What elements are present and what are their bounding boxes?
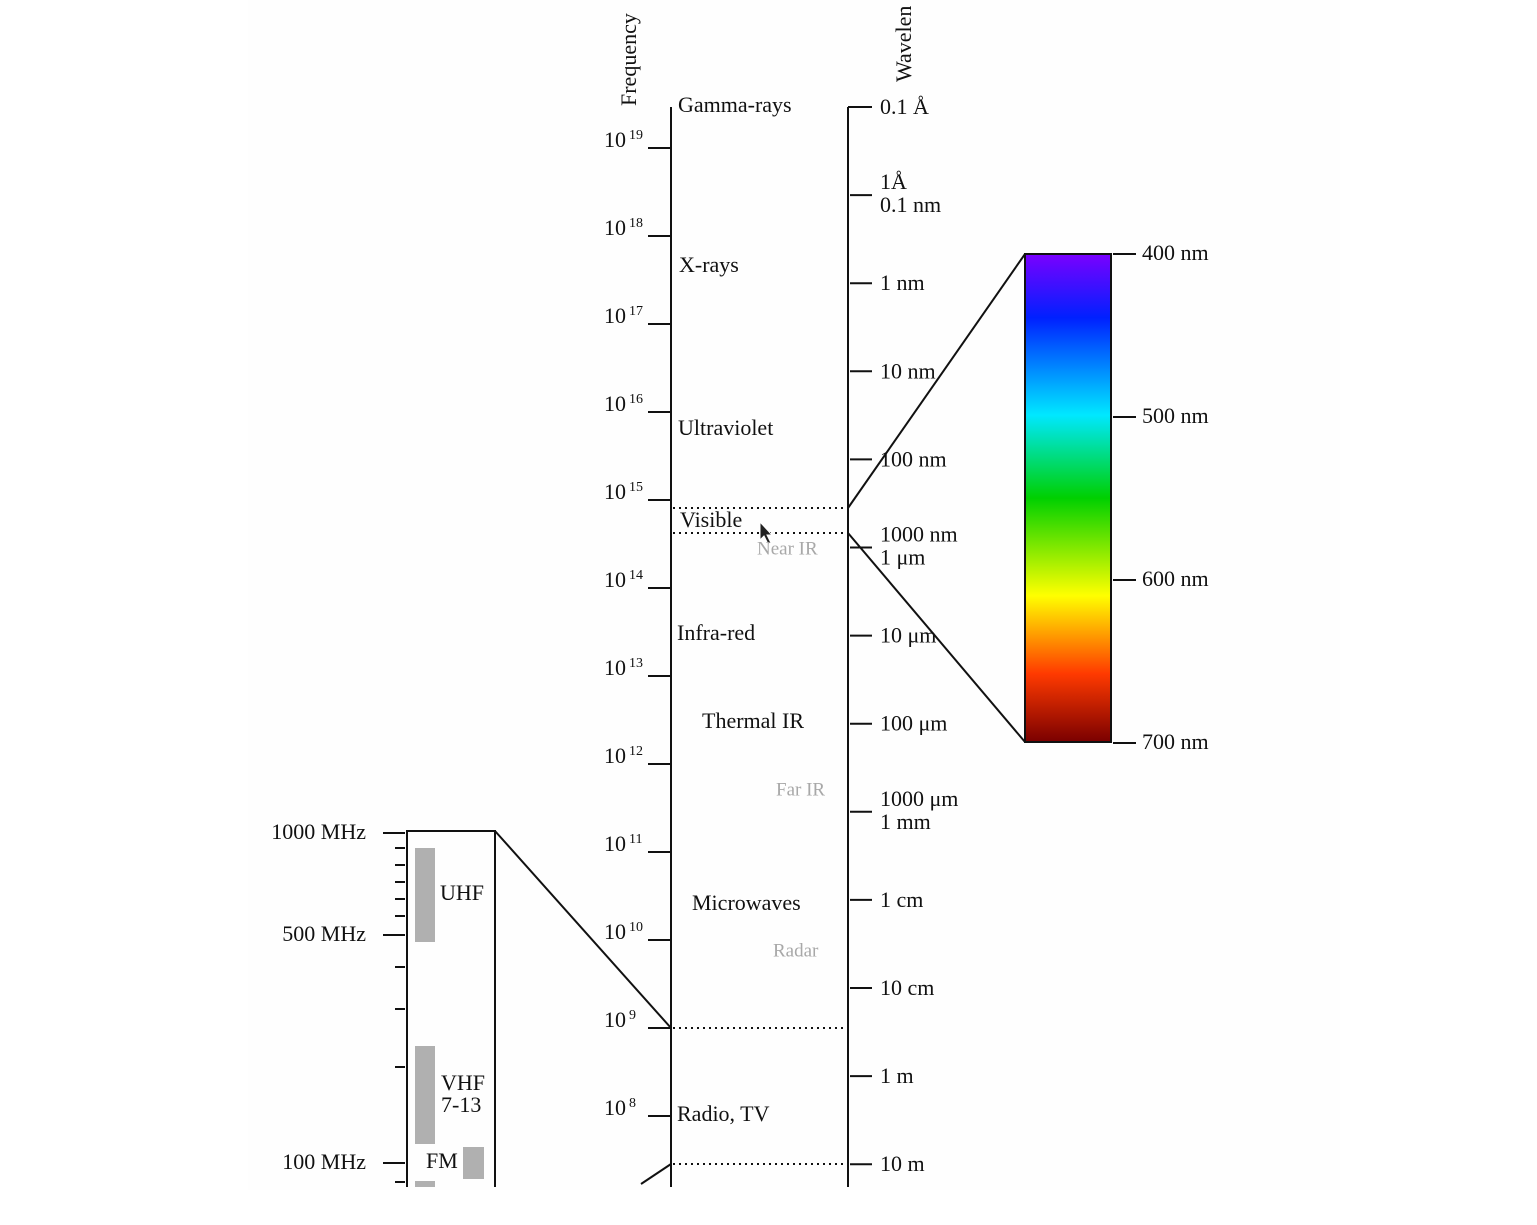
region-label: Ultraviolet [678, 415, 773, 440]
tick-exponent: 8 [629, 1096, 636, 1111]
tick-base: 10 [604, 831, 626, 856]
tick-exponent: 18 [629, 216, 643, 231]
subregion-label: Far IR [776, 779, 825, 800]
band-label: VHF [441, 1070, 485, 1095]
tick-label: 100 μm [880, 711, 947, 736]
zoom-line [847, 253, 1026, 509]
cursor [759, 520, 774, 545]
band-bar [415, 1181, 435, 1187]
tick-base: 10 [604, 215, 626, 240]
band-label: 7-13 [441, 1092, 481, 1117]
band-bar [463, 1147, 484, 1179]
tick-label: 1 m [880, 1063, 914, 1088]
tick-exponent: 10 [629, 920, 643, 935]
tick-label: 1 cm [880, 887, 923, 912]
region-label: Radio, TV [677, 1101, 770, 1126]
tick-base: 10 [604, 479, 626, 504]
region-label: Infra-red [677, 620, 755, 645]
tick-exponent: 19 [629, 128, 643, 143]
tick-label: 100 nm [880, 446, 947, 471]
tick-label: 700 nm [1142, 729, 1209, 754]
tick-base: 10 [604, 919, 626, 944]
radio-box [406, 830, 496, 1187]
band-bar [415, 1046, 435, 1144]
tick-base: 10 [604, 303, 626, 328]
tick-base: 10 [604, 127, 626, 152]
tick-exponent: 12 [629, 744, 643, 759]
background [248, 0, 1340, 1190]
subregion-label: Near IR [757, 538, 818, 559]
band-label: FM [426, 1148, 458, 1173]
band-label: UHF [440, 880, 484, 905]
tick-exponent: 9 [629, 1008, 636, 1023]
tick-base: 10 [604, 1095, 626, 1120]
tick-base: 10 [604, 743, 626, 768]
tick-label: 500 nm [1142, 403, 1209, 428]
tick-label: 0.1 Å [880, 94, 929, 119]
tick-label: 1 nm [880, 270, 925, 295]
tick-base: 10 [604, 567, 626, 592]
visible-spectrum [1024, 253, 1112, 743]
region-label: Thermal IR [702, 708, 804, 733]
tick-label: 1Å [880, 169, 907, 194]
axis-title: Frequency [616, 13, 641, 106]
zoom-line [847, 532, 1026, 743]
subregion-label: Radar [773, 940, 819, 961]
tick-exponent: 17 [629, 304, 643, 319]
zoom-line [640, 1163, 672, 1185]
zoom-line [494, 830, 672, 1029]
tick-label: 1 mm [880, 809, 931, 834]
tick-label: 10 μm [880, 623, 936, 648]
tick-label: 1000 μm [880, 786, 958, 811]
tick-base: 10 [604, 391, 626, 416]
tick-exponent: 13 [629, 656, 643, 671]
tick-label: 600 nm [1142, 566, 1209, 591]
tick-base: 10 [604, 655, 626, 680]
tick-exponent: 16 [629, 392, 643, 407]
region-label: Microwaves [692, 890, 801, 915]
tick-label: 1 μm [880, 545, 925, 570]
tick-label: 1000 MHz [271, 819, 366, 844]
tick-base: 10 [604, 1007, 626, 1032]
axis-title: Wavelen [891, 6, 916, 82]
tick-label: 500 MHz [282, 921, 366, 946]
tick-exponent: 15 [629, 480, 643, 495]
tick-exponent: 14 [629, 568, 643, 583]
tick-label: 400 nm [1142, 240, 1209, 265]
tick-label: 100 MHz [282, 1149, 366, 1174]
tick-label: 10 m [880, 1151, 925, 1176]
tick-label: 10 cm [880, 975, 934, 1000]
band-bar [415, 848, 435, 942]
region-label: Gamma-rays [678, 92, 792, 117]
region-label: X-rays [679, 252, 739, 277]
tick-label: 10 nm [880, 358, 936, 383]
tick-label: 1000 nm [880, 522, 958, 547]
tick-exponent: 11 [629, 832, 642, 847]
region-label: Visible [680, 507, 742, 532]
tick-label: 0.1 nm [880, 192, 941, 217]
